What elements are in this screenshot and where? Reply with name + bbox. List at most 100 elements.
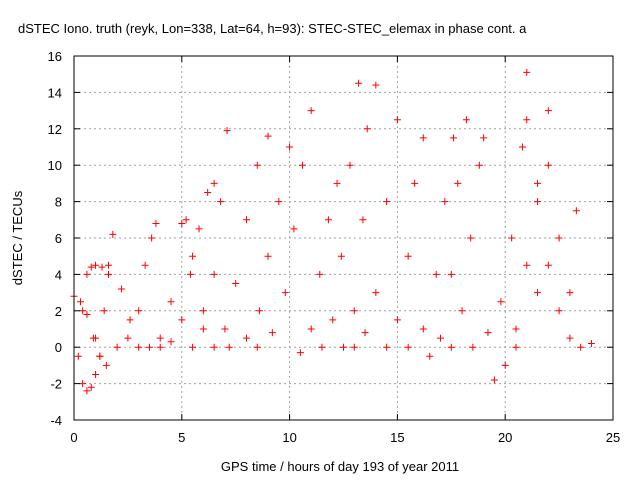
data-point [281, 289, 289, 297]
data-point [178, 316, 186, 324]
data-point [361, 329, 369, 337]
data-point [501, 361, 509, 369]
data-point [87, 263, 95, 271]
x-tick-label: 0 [70, 430, 77, 445]
series-21 [512, 161, 580, 351]
series-12 [318, 79, 363, 351]
data-point [92, 261, 100, 269]
data-point [290, 225, 298, 233]
data-point [467, 234, 475, 242]
data-point [555, 234, 563, 242]
data-point [346, 161, 354, 169]
data-point [350, 307, 358, 315]
data-point [225, 343, 233, 351]
data-point [544, 261, 552, 269]
x-tick-label: 5 [178, 430, 185, 445]
data-point [286, 143, 294, 151]
data-point [544, 107, 552, 115]
data-point [329, 316, 337, 324]
series-11 [296, 179, 341, 357]
data-point [223, 127, 231, 135]
data-point [221, 325, 229, 333]
y-tick-label: 0 [55, 340, 62, 355]
data-point [469, 343, 477, 351]
y-axis-label: dSTEC / TECUs [10, 190, 25, 285]
data-points [70, 68, 595, 395]
data-point [337, 252, 345, 260]
y-tick-label: -2 [50, 377, 62, 392]
y-tick-label: 6 [55, 231, 62, 246]
series-13 [340, 81, 380, 351]
data-point [186, 270, 194, 278]
series-5 [145, 216, 207, 351]
data-point [441, 198, 449, 206]
data-point [523, 261, 531, 269]
data-point [577, 343, 585, 351]
axis-ticks: 0 5 10 15 20 25 -4 -2 0 2 4 6 8 10 12 14 16 [48, 49, 621, 445]
data-point [178, 219, 186, 227]
data-point [454, 179, 462, 187]
data-point [497, 298, 505, 306]
data-point [189, 343, 197, 351]
data-point [167, 338, 175, 346]
data-point [199, 325, 207, 333]
data-point [217, 198, 225, 206]
data-point [135, 307, 143, 315]
data-point [383, 343, 391, 351]
data-point [199, 307, 207, 315]
data-point [350, 343, 358, 351]
data-point [404, 343, 412, 351]
data-point [113, 343, 121, 351]
data-point [148, 234, 156, 242]
data-point [572, 207, 580, 215]
series-9 [225, 143, 294, 351]
data-point [167, 298, 175, 306]
data-point [76, 298, 84, 306]
series-8 [210, 132, 272, 351]
series-10 [253, 107, 315, 351]
data-point [242, 216, 250, 224]
series-0 [70, 292, 110, 369]
data-point [264, 252, 272, 260]
series-6 [156, 179, 218, 351]
data-point [126, 316, 134, 324]
y-tick-label: 4 [55, 267, 62, 282]
data-point [210, 179, 218, 187]
data-point [253, 161, 261, 169]
data-point [79, 380, 87, 388]
data-point [523, 68, 531, 76]
data-point [447, 270, 455, 278]
data-point [74, 352, 82, 360]
data-point [333, 179, 341, 187]
data-point [449, 134, 457, 142]
data-point [518, 143, 526, 151]
data-point [307, 325, 315, 333]
data-point [534, 179, 542, 187]
data-point [92, 371, 100, 378]
series-19 [469, 68, 531, 351]
series-14 [350, 116, 401, 351]
data-point [98, 263, 106, 271]
data-point [432, 270, 440, 278]
data-point [145, 343, 153, 351]
data-point [189, 252, 197, 260]
series-4 [113, 219, 160, 351]
data-point [316, 270, 324, 278]
data-point [83, 387, 91, 395]
y-tick-label: 8 [55, 195, 62, 210]
data-point [242, 334, 250, 342]
data-point [458, 307, 466, 315]
data-point [109, 230, 117, 238]
data-point [426, 352, 434, 360]
data-point [363, 125, 371, 133]
data-point [83, 270, 91, 278]
y-tick-label: 2 [55, 304, 62, 319]
data-point [318, 343, 326, 351]
data-point [404, 252, 412, 260]
data-point [152, 219, 160, 227]
series-1 [74, 352, 104, 395]
data-point [359, 216, 367, 224]
data-point [393, 116, 401, 124]
data-point [566, 289, 574, 297]
